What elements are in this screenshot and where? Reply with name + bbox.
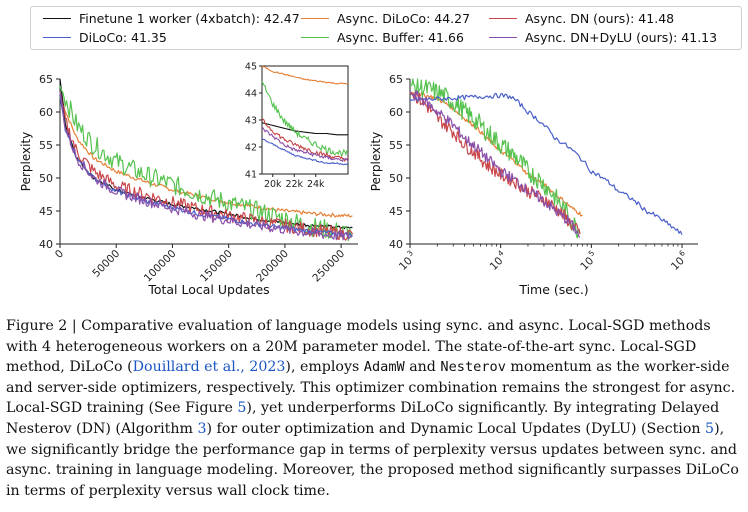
legend-label: Async. Buffer: 41.66 <box>337 30 464 45</box>
citation-link[interactable]: Douillard et al., 2023 <box>132 359 286 376</box>
inset-series-line-async-diloco <box>261 65 349 85</box>
code-term: AdamW <box>363 359 405 376</box>
legend-swatch <box>489 37 517 38</box>
y-tick-label: 40 <box>389 238 403 251</box>
y-tick-label: 40 <box>39 238 53 251</box>
inset-series-line-async-dn-dylu-ours <box>261 126 349 163</box>
figure-ref-link[interactable]: 5 <box>237 400 247 417</box>
y-tick-label: 65 <box>39 73 53 86</box>
inset-panel: 41 42 43 44 45 20k 22k 24k <box>245 62 349 190</box>
x-axis-label: Total Local Updates <box>147 282 269 297</box>
inset-x-tick-label: 22k <box>285 179 303 190</box>
caption-text: ), yet underperforms DiLoCo significantl… <box>6 400 720 437</box>
legend-swatch <box>43 18 71 19</box>
x-tick-label-exponent: 4 <box>496 248 506 258</box>
x-tick-label: 150000 <box>198 248 235 285</box>
legend-label: Async. DiLoCo: 44.27 <box>337 11 471 26</box>
inset-y-tick-label: 43 <box>245 116 257 127</box>
x-tick-label: 100000 <box>142 248 179 285</box>
x-tick-label: 200000 <box>254 248 291 285</box>
inset-series-line-diloco <box>261 137 349 166</box>
inset-y-tick-label: 42 <box>245 143 257 154</box>
x-axis-label: Time (sec.) <box>518 282 588 297</box>
x-tick-label: 106 <box>669 248 687 273</box>
inset-series-line-async-dn-ours <box>261 118 349 163</box>
y-tick-label: 45 <box>39 205 53 218</box>
legend-label: Async. DN+DyLU (ours): 41.13 <box>525 30 718 45</box>
legend-swatch <box>301 37 329 38</box>
inset-x-tick-label: 20k <box>264 179 282 190</box>
x-tick-label: 0 <box>53 248 66 261</box>
y-axis-label: Perplexity <box>369 132 383 192</box>
inset-series-line-async-buffer <box>261 80 348 158</box>
figure-caption: Figure 2 | Comparative evaluation of lan… <box>6 316 742 501</box>
figure: 40 45 50 55 60 65 0 50000 100000 150000 200000 2500… <box>19 6 742 297</box>
legend-item: Async. DN (ours): 41.48 <box>489 11 674 26</box>
algorithm-ref-link[interactable]: 3 <box>197 420 207 437</box>
legend-swatch <box>301 18 329 19</box>
y-tick-label: 55 <box>39 139 53 152</box>
legend-label: Async. DN (ours): 41.48 <box>525 11 675 26</box>
inset-y-tick-label: 45 <box>245 62 257 73</box>
y-tick-label: 55 <box>389 139 403 152</box>
y-tick-label: 45 <box>389 205 403 218</box>
series-line-async-dn-dylu-ours <box>410 90 581 238</box>
y-tick-label: 50 <box>39 172 53 185</box>
y-axis-label: Perplexity <box>19 132 33 192</box>
x-tick-label: 250000 <box>310 248 347 285</box>
series-line-async-dn-dylu-ours <box>59 92 353 241</box>
x-tick-label-exponent: 6 <box>677 248 687 258</box>
series-line-diloco <box>409 92 683 236</box>
caption-text: ), employs <box>285 359 364 376</box>
legend-item: Async. DiLoCo: 44.27 <box>301 11 470 26</box>
legend-swatch <box>489 18 517 19</box>
inset-y-tick-label: 41 <box>245 170 257 181</box>
section-ref-link[interactable]: 5 <box>705 420 715 437</box>
legend-swatch <box>43 37 71 38</box>
x-tick-label: 103 <box>397 248 415 273</box>
y-tick-label: 60 <box>389 106 403 119</box>
legend-label: DiLoCo: 41.35 <box>79 30 167 45</box>
x-tick-label-base: 10 <box>669 255 687 273</box>
caption-text: ) for outer optimization and Dynamic Loc… <box>206 420 706 437</box>
legend-item: Async. DN+DyLU (ours): 41.13 <box>489 30 717 45</box>
caption-text: ), we significantly bridge the performan… <box>6 420 739 499</box>
legend-item: Finetune 1 worker (4xbatch): 42.47 <box>43 11 300 26</box>
legend: Finetune 1 worker (4xbatch): 42.47 DiLoC… <box>30 6 742 50</box>
inset-frame <box>261 65 349 175</box>
code-term: Nesterov <box>440 359 506 376</box>
inset-y-tick-label: 44 <box>245 89 257 100</box>
caption-text: Figure 2 | Comparative evaluation of lan… <box>6 318 711 376</box>
inset-x-tick-label: 24k <box>307 179 325 190</box>
legend-item: DiLoCo: 41.35 <box>43 30 167 45</box>
x-tick-label-exponent: 3 <box>405 248 415 258</box>
x-tick-label-base: 10 <box>578 255 596 273</box>
caption-text: and <box>404 359 441 376</box>
x-tick-label: 105 <box>578 248 597 273</box>
series-line-async-dn-ours <box>409 91 581 235</box>
x-tick-label: 104 <box>488 248 506 273</box>
y-tick-label: 60 <box>39 106 53 119</box>
x-tick-label-exponent: 5 <box>587 248 597 258</box>
y-tick-label: 50 <box>389 172 403 185</box>
series-line-async-buffer <box>409 78 581 239</box>
legend-item: Async. Buffer: 41.66 <box>301 30 464 45</box>
inset-series-line-finetune-1-worker-4xbatch <box>261 122 348 136</box>
x-tick-label: 50000 <box>90 248 122 280</box>
legend-label: Finetune 1 worker (4xbatch): 42.47 <box>79 11 300 26</box>
y-tick-label: 65 <box>389 73 403 86</box>
caption-text: momentum as the worker-side and server-s… <box>6 359 736 417</box>
